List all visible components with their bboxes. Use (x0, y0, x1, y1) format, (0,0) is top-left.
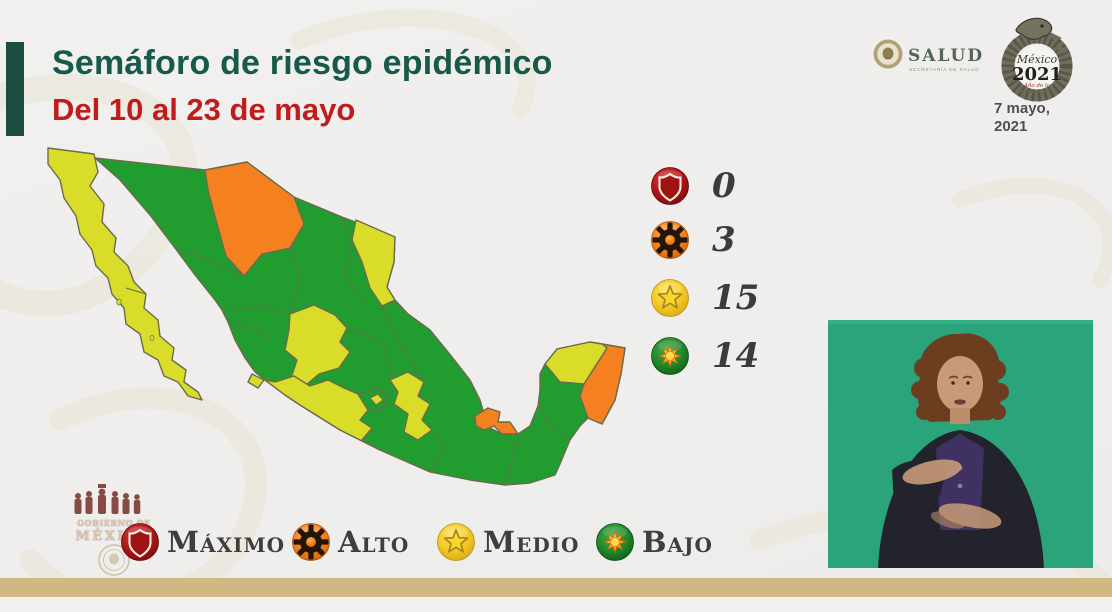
legend-item-alto: Alto (291, 521, 409, 563)
salud-logo: SALUD SECRETARÍA DE SALUD (873, 39, 984, 73)
mexico2021-line4: Independencia (1016, 89, 1058, 95)
page-subtitle: Del 10 al 23 de mayo (52, 92, 356, 127)
risk-count-maximo: 0 (712, 166, 736, 206)
shield-icon (650, 166, 690, 206)
gobierno-line1: GOBIERNO DE (77, 518, 151, 528)
mexico2021-title: México (1016, 53, 1058, 66)
legend-item-bajo: Bajo (595, 521, 713, 563)
state-cdmx-medio (369, 393, 384, 406)
gear-icon (291, 521, 331, 563)
gear-icon (650, 220, 690, 260)
state-chihuahua-alto (204, 161, 305, 277)
risk-count-row-bajo: 14 (650, 336, 759, 376)
legend-item-maximo: Máximo (120, 521, 285, 563)
risk-count-row-maximo: 0 (650, 166, 736, 206)
sun-icon (650, 336, 690, 376)
star-icon (650, 278, 690, 318)
state-zacatecas-medio (284, 304, 351, 387)
salud-seal-icon (873, 39, 903, 69)
state-tabasco-alto (474, 407, 519, 435)
legend-label-maximo: Máximo (167, 525, 286, 559)
state-yucatan-medio (544, 341, 608, 385)
mexico2021-line3: Año de la (1023, 82, 1050, 89)
risk-count-alto: 3 (712, 220, 736, 260)
star-icon (436, 521, 476, 563)
legend-label-alto: Alto (338, 525, 410, 559)
mexico2021-year: 2021 (1012, 64, 1062, 85)
broadcast-date: 7 mayo, 2021 (994, 100, 1050, 136)
heroes-figures-icon (74, 484, 141, 514)
risk-count-bajo: 14 (712, 336, 760, 376)
date-line2: 2021 (994, 118, 1028, 135)
shield-icon (120, 521, 160, 563)
risk-count-medio: 15 (712, 278, 760, 318)
interpreter-figure (878, 333, 1044, 568)
bottom-tan-bar (0, 578, 1112, 597)
legend-label-bajo: Bajo (642, 525, 713, 559)
bottom-light-strip (0, 597, 1112, 612)
page-title: Semáforo de riesgo epidémico (52, 44, 553, 82)
salud-logo-text: SALUD (908, 46, 984, 66)
state-tamaulipas-medio (351, 219, 396, 307)
legend-label-medio: Medio (483, 525, 580, 559)
title-accent-bar (6, 42, 24, 136)
mexico-2021-logo: México 2021 Año de la Independencia (1001, 17, 1073, 102)
salud-logo-subtext: SECRETARÍA DE SALUD (909, 66, 980, 73)
sign-language-interpreter-video (828, 320, 1093, 568)
state-colima-medio (247, 373, 265, 389)
state-baja-california-peninsula (47, 147, 203, 401)
sun-icon (595, 521, 635, 563)
gobierno-seal-icon (98, 544, 130, 576)
date-line1: 7 mayo, (994, 100, 1050, 117)
risk-count-row-medio: 15 (650, 278, 759, 318)
map-of-mexico (47, 147, 626, 486)
legend-item-medio: Medio (436, 521, 579, 563)
states-centro-sur-medio (264, 375, 381, 451)
risk-count-row-alto: 3 (650, 220, 736, 260)
serpent-ring-icon (1001, 17, 1073, 102)
